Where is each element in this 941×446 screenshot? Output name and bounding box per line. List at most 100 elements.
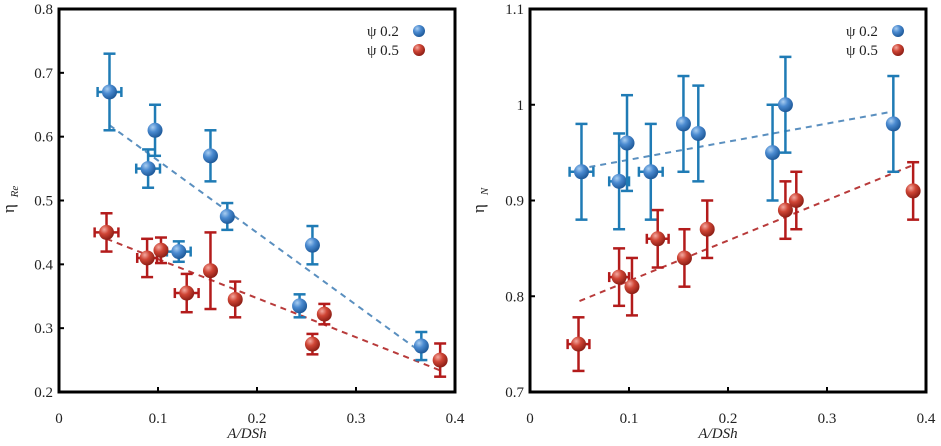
legend-label: ψ 0.2 — [367, 24, 399, 40]
y-tick-label: 0.4 — [34, 257, 53, 273]
data-point-psi-0-2 — [292, 293, 308, 319]
marker — [171, 244, 187, 260]
marker — [140, 161, 156, 177]
marker — [611, 269, 627, 285]
marker — [202, 263, 218, 279]
y-axis-title: ηN — [469, 187, 491, 213]
data-point-psi-0-5 — [153, 236, 169, 265]
data-point-psi-0-5 — [777, 180, 793, 241]
data-point-psi-0-2 — [202, 129, 218, 183]
marker — [765, 145, 781, 161]
data-point-psi-0-5 — [624, 256, 640, 317]
x-tick-label: 0.4 — [446, 411, 465, 427]
x-tick-label: 0.1 — [149, 411, 168, 427]
y-tick-label: 1.1 — [505, 2, 524, 18]
chart-panel-left: 0 0.1 0.2 0.3 0.4 0.2 0.3 0.4 0.5 0.6 0.7 0.8 A/DSh η… — [0, 2, 465, 442]
data-point-psi-0-5 — [202, 231, 218, 311]
y-axis-title: η Re — [0, 186, 21, 213]
marker — [99, 224, 115, 240]
data-point-psi-0-5 — [316, 302, 332, 326]
data-point-psi-0-5 — [173, 272, 200, 314]
plot-frame — [528, 7, 928, 394]
data-point-psi-0-2 — [219, 201, 235, 232]
marker — [624, 279, 640, 295]
data-point-psi-0-5 — [93, 212, 120, 253]
data-point-psi-0-5 — [432, 342, 448, 378]
marker — [573, 164, 589, 180]
marker — [676, 250, 692, 266]
marker — [643, 164, 659, 180]
marker — [304, 237, 320, 253]
marker — [905, 183, 921, 199]
marker — [690, 125, 706, 141]
marker — [219, 208, 235, 224]
y-tick-label: 0.2 — [34, 385, 53, 401]
x-tick-label: 0.4 — [917, 411, 936, 427]
y-tick-label: 0.8 — [505, 289, 524, 305]
data-point-psi-0-2 — [96, 52, 123, 132]
data-point-psi-0-2 — [619, 93, 635, 193]
y-tick-label: 0.7 — [505, 385, 524, 401]
trendline-psi-0-5 — [579, 164, 914, 302]
trendline-psi-0-5 — [106, 237, 444, 373]
trendline-psi-0-2 — [589, 110, 894, 168]
marker — [179, 285, 195, 301]
marker — [304, 336, 320, 352]
x-tick-label: 0.3 — [347, 411, 366, 427]
data-point-psi-0-2 — [637, 122, 664, 221]
y-axis-title-subscript: Re — [9, 186, 21, 199]
y-tick-label: 0.7 — [34, 66, 53, 82]
legend-label: ψ 0.2 — [846, 24, 878, 40]
x-axis-title: A/DSh — [226, 426, 266, 442]
marker — [611, 173, 627, 189]
data-point-psi-0-5 — [135, 237, 159, 279]
x-tick-label: 0 — [55, 411, 63, 427]
y-tick-label: 1 — [517, 98, 525, 114]
data-point-psi-0-5 — [905, 160, 921, 221]
marker — [788, 193, 804, 208]
data-point-psi-0-2 — [568, 122, 595, 221]
x-tick-label: 0.2 — [719, 411, 738, 427]
x-tick-label: 0.1 — [620, 411, 639, 427]
marker — [571, 336, 587, 352]
data-point-psi-0-2 — [304, 224, 320, 266]
data-point-psi-0-2 — [607, 132, 631, 231]
x-axis-title: A/DSh — [697, 426, 737, 442]
data-point-psi-0-2 — [134, 148, 162, 189]
legend-label: ψ 0.5 — [367, 43, 399, 59]
marker — [413, 338, 429, 354]
legend-marker — [892, 25, 904, 37]
y-tick-label: 0.6 — [34, 130, 53, 146]
legend-marker — [413, 25, 425, 37]
marker — [227, 291, 243, 307]
data-point-psi-0-2 — [413, 330, 429, 362]
data-point-psi-0-5 — [227, 280, 243, 319]
data-point-psi-0-5 — [676, 227, 692, 288]
y-axis-title-subscript: N — [479, 187, 491, 196]
marker — [432, 352, 448, 368]
data-point-psi-0-5 — [304, 332, 320, 356]
y-axis-title-symbol: η — [469, 204, 488, 213]
data-point-psi-0-2 — [147, 103, 163, 158]
marker — [650, 231, 666, 247]
marker — [885, 116, 901, 132]
data-point-psi-0-5 — [566, 316, 591, 373]
data-point-psi-0-2 — [165, 240, 192, 264]
data-point-psi-0-5 — [788, 170, 804, 231]
legend-marker — [892, 44, 904, 56]
y-tick-label: 0.8 — [34, 2, 53, 18]
data-point-psi-0-5 — [699, 199, 715, 260]
y-tick-label: 0.9 — [505, 194, 524, 210]
marker — [619, 135, 635, 151]
legend-label: ψ 0.5 — [846, 43, 878, 59]
data-point-psi-0-2 — [690, 84, 706, 183]
marker — [292, 298, 308, 314]
y-axis-title-symbol: η — [0, 204, 18, 213]
x-tick-label: 0 — [526, 411, 534, 427]
marker — [777, 202, 793, 218]
data-point-psi-0-2 — [777, 55, 793, 154]
trendline-psi-0-2 — [108, 124, 422, 354]
data-point-psi-0-2 — [765, 103, 781, 202]
